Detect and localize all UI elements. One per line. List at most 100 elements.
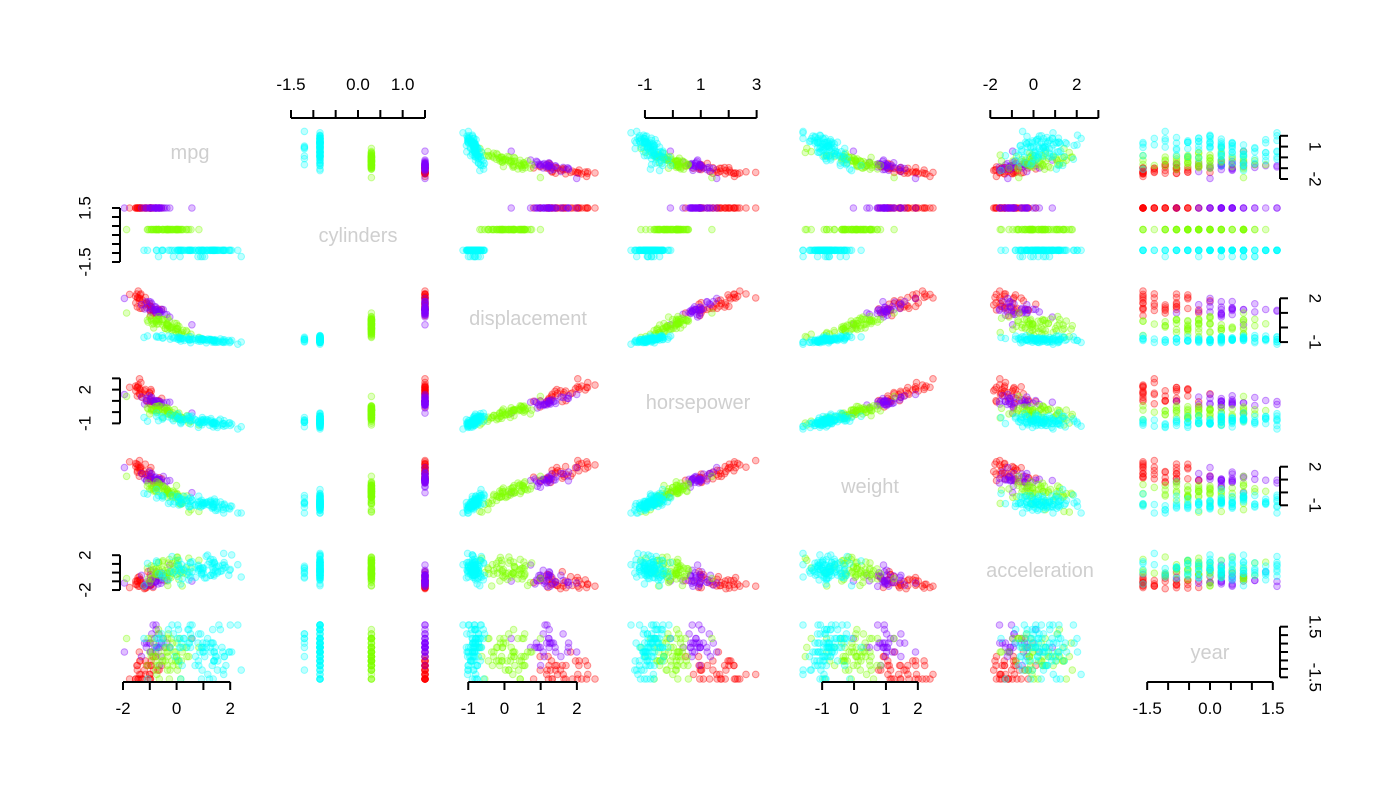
data-point [1239,252,1248,261]
data-point [154,252,163,261]
panel-mpg-vs-mpg: mpg [171,142,210,164]
data-point [140,246,148,255]
data-point [995,287,1004,295]
data-point [1061,138,1070,147]
data-point [1049,416,1058,425]
data-point [367,149,376,158]
data-point [476,160,485,169]
data-point [857,333,865,341]
data-point [572,204,581,212]
data-point [421,165,429,174]
data-point [421,161,429,170]
data-point [1073,336,1081,345]
data-point [564,394,573,403]
data-point [819,416,828,425]
data-point [1206,132,1214,140]
data-point [526,398,535,407]
data-point [1206,204,1214,212]
data-point [890,173,898,182]
data-point [421,160,429,169]
data-point [1194,252,1203,261]
data-point [799,134,807,143]
data-point [1217,305,1226,314]
data-point [316,141,324,150]
data-point [367,161,376,170]
panel-cylinders-vs-horsepower [627,204,760,261]
data-point [1194,146,1203,154]
data-point [1150,302,1159,310]
data-point [421,159,429,168]
data-point [922,292,930,301]
data-point [1045,136,1054,145]
data-point [883,305,891,314]
data-point [421,409,429,417]
data-point [519,403,528,411]
data-point [142,204,151,212]
data-point [367,154,376,162]
data-point [896,164,904,172]
data-point [591,381,599,389]
data-point [421,159,429,167]
data-point [1053,312,1062,321]
data-point [807,225,816,234]
data-point [199,246,207,255]
data-point [421,159,429,168]
data-point [1015,392,1023,401]
data-point [1034,246,1043,255]
data-point [511,406,519,415]
data-point [1172,144,1181,153]
data-point [1172,133,1181,142]
data-point [367,160,376,169]
data-point [122,225,131,234]
data-point [1062,406,1071,414]
data-point [1206,338,1214,347]
panel-mpg-vs-weight [799,127,937,183]
panel-horsepower-vs-displacement [459,375,599,433]
data-point [300,142,309,150]
data-point [1053,225,1062,234]
data-point [367,159,376,167]
data-point [857,412,865,421]
data-point [421,166,429,175]
data-point [1139,138,1147,147]
data-point [997,246,1005,255]
data-point [215,246,223,255]
data-point [367,153,376,162]
data-point [1161,252,1169,261]
data-point [421,168,429,176]
data-point [1184,152,1192,161]
data-point [421,375,429,383]
data-point [631,337,640,345]
data-point [997,333,1005,342]
data-point [1150,400,1159,408]
data-point [876,161,885,170]
data-point [316,151,324,160]
data-point [367,160,376,169]
data-point [1251,300,1259,308]
data-point [911,302,920,311]
data-point [1194,307,1203,316]
data-point [1206,246,1214,255]
data-point [169,416,178,425]
data-point [421,169,429,177]
data-point [890,392,898,401]
data-point [545,204,554,212]
data-point [367,147,376,156]
data-point [1061,423,1070,431]
data-point [1150,375,1159,383]
data-point [367,157,376,165]
data-point [316,141,324,150]
data-point [148,225,156,234]
data-point [421,161,429,169]
data-point [188,246,196,255]
data-point [1035,204,1044,212]
data-point [1029,225,1037,234]
data-point [681,315,690,324]
data-point [367,403,376,411]
data-point [751,204,760,212]
data-point [367,161,376,170]
data-point [1217,321,1226,329]
data-point [1009,385,1018,393]
data-point [842,252,851,261]
data-point [421,164,429,173]
